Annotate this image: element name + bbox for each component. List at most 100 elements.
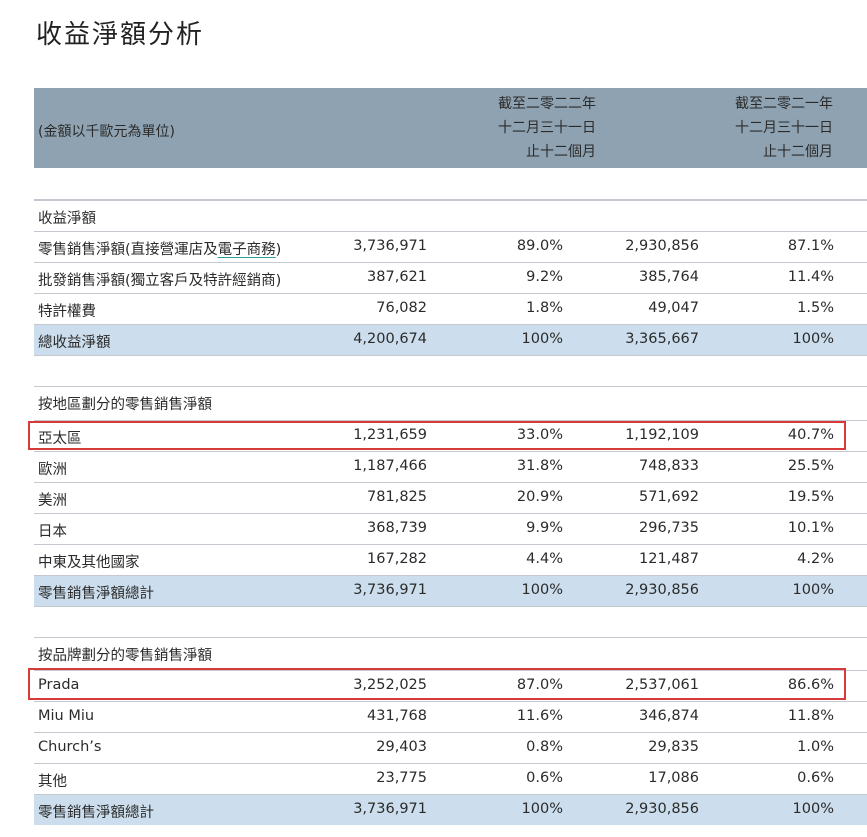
row-label: 中東及其他國家 bbox=[38, 555, 140, 571]
row-label: Church’s bbox=[38, 739, 102, 755]
section-title: 按品牌劃分的零售銷售淨額 bbox=[38, 648, 212, 664]
percent-2022: 33.0% bbox=[516, 427, 563, 443]
table-row: 歐洲 1,187,466 31.8% 748,833 25.5% bbox=[34, 451, 867, 482]
percent-2021: 19.5% bbox=[787, 489, 834, 505]
row-label: 特許權費 bbox=[38, 304, 96, 320]
percent-2022: 4.4% bbox=[526, 551, 563, 567]
table-header: (金額以千歐元為單位) 截至二零二二年 十二月三十一日 止十二個月 截至二零二一… bbox=[34, 88, 867, 168]
value-2022: 431,768 bbox=[367, 708, 427, 724]
value-2022: 29,403 bbox=[376, 739, 427, 755]
percent-2021: 11.8% bbox=[787, 708, 834, 724]
table-row: Prada 3,252,025 87.0% 2,537,061 86.6% bbox=[34, 670, 867, 701]
value-2021: 17,086 bbox=[648, 770, 699, 786]
value-2021: 3,365,667 bbox=[625, 331, 699, 347]
row-label: Prada bbox=[38, 677, 80, 693]
section-title-row: 按地區劃分的零售銷售淨額 bbox=[34, 386, 867, 417]
percent-2021: 11.4% bbox=[787, 269, 834, 285]
percent-2021: 100% bbox=[792, 582, 834, 598]
row-label: 零售銷售淨額總計 bbox=[38, 805, 154, 821]
percent-2021: 10.1% bbox=[787, 520, 834, 536]
percent-2022: 0.6% bbox=[526, 770, 563, 786]
row-label: 其他 bbox=[38, 774, 67, 790]
total-row: 零售銷售淨額總計 3,736,971 100% 2,930,856 100% bbox=[34, 575, 867, 606]
percent-2022: 87.0% bbox=[516, 677, 563, 693]
column-header-2022: 截至二零二二年 十二月三十一日 止十二個月 bbox=[498, 96, 596, 160]
unit-label: (金額以千歐元為單位) bbox=[38, 124, 175, 140]
table-row: 日本 368,739 9.9% 296,735 10.1% bbox=[34, 513, 867, 544]
table-row: Miu Miu 431,768 11.6% 346,874 11.8% bbox=[34, 701, 867, 732]
value-2022: 368,739 bbox=[367, 520, 427, 536]
percent-2022: 9.2% bbox=[526, 269, 563, 285]
percent-2022: 100% bbox=[521, 582, 563, 598]
percent-2022: 1.8% bbox=[526, 300, 563, 316]
total-row: 總收益淨額 4,200,674 100% 3,365,667 100% bbox=[34, 324, 867, 355]
value-2021: 29,835 bbox=[648, 739, 699, 755]
section-title: 按地區劃分的零售銷售淨額 bbox=[38, 397, 212, 413]
page-title: 收益淨額分析 bbox=[36, 20, 205, 50]
percent-2021: 1.0% bbox=[797, 739, 834, 755]
blank-row bbox=[34, 606, 867, 637]
row-label: 歐洲 bbox=[38, 462, 67, 478]
value-2022: 76,082 bbox=[376, 300, 427, 316]
table-row: 亞太區 1,231,659 33.0% 1,192,109 40.7% bbox=[34, 420, 867, 451]
value-2022: 387,621 bbox=[367, 269, 427, 285]
value-2022: 1,231,659 bbox=[353, 427, 427, 443]
value-2021: 2,537,061 bbox=[625, 677, 699, 693]
percent-2022: 100% bbox=[521, 331, 563, 347]
percent-2022: 0.8% bbox=[526, 739, 563, 755]
value-2021: 571,692 bbox=[639, 489, 699, 505]
row-label: 零售銷售淨額總計 bbox=[38, 586, 154, 602]
section-title: 收益淨額 bbox=[38, 211, 96, 227]
value-2021: 49,047 bbox=[648, 300, 699, 316]
percent-2022: 100% bbox=[521, 801, 563, 817]
blank-row bbox=[34, 355, 867, 386]
value-2021: 1,192,109 bbox=[625, 427, 699, 443]
row-label: 日本 bbox=[38, 524, 67, 540]
value-2021: 121,487 bbox=[639, 551, 699, 567]
value-2021: 2,930,856 bbox=[625, 801, 699, 817]
total-row: 零售銷售淨額總計 3,736,971 100% 2,930,856 100% bbox=[34, 794, 867, 825]
row-label: 批發銷售淨額(獨立客戶及特許經銷商) bbox=[38, 273, 282, 289]
table-row: 特許權費 76,082 1.8% 49,047 1.5% bbox=[34, 293, 867, 324]
highlight-box-asia-pacific bbox=[28, 421, 846, 450]
percent-2021: 100% bbox=[792, 801, 834, 817]
row-label: Miu Miu bbox=[38, 708, 95, 724]
percent-2021: 1.5% bbox=[797, 300, 834, 316]
percent-2021: 4.2% bbox=[797, 551, 834, 567]
section-title-row: 收益淨額 bbox=[34, 200, 867, 231]
percent-2021: 87.1% bbox=[787, 238, 834, 254]
table-row: 批發銷售淨額(獨立客戶及特許經銷商) 387,621 9.2% 385,764 … bbox=[34, 262, 867, 293]
table-row: 中東及其他國家 167,282 4.4% 121,487 4.2% bbox=[34, 544, 867, 575]
value-2022: 167,282 bbox=[367, 551, 427, 567]
row-label: 零售銷售淨額(直接營運店及電子商務) bbox=[38, 242, 282, 258]
table-row: Church’s 29,403 0.8% 29,835 1.0% bbox=[34, 732, 867, 763]
percent-2022: 89.0% bbox=[516, 238, 563, 254]
value-2021: 2,930,856 bbox=[625, 582, 699, 598]
value-2022: 3,736,971 bbox=[353, 801, 427, 817]
percent-2022: 31.8% bbox=[516, 458, 563, 474]
table-row: 美洲 781,825 20.9% 571,692 19.5% bbox=[34, 482, 867, 513]
value-2021: 748,833 bbox=[639, 458, 699, 474]
row-label: 美洲 bbox=[38, 493, 67, 509]
row-label: 亞太區 bbox=[38, 431, 82, 447]
row-label: 總收益淨額 bbox=[38, 335, 111, 351]
table-row: 零售銷售淨額(直接營運店及電子商務) 3,736,971 89.0% 2,930… bbox=[34, 231, 867, 262]
percent-2022: 9.9% bbox=[526, 520, 563, 536]
value-2022: 1,187,466 bbox=[353, 458, 427, 474]
value-2021: 346,874 bbox=[639, 708, 699, 724]
percent-2021: 40.7% bbox=[787, 427, 834, 443]
value-2022: 3,252,025 bbox=[353, 677, 427, 693]
highlight-box-prada bbox=[28, 668, 846, 700]
value-2021: 296,735 bbox=[639, 520, 699, 536]
section-title-row: 按品牌劃分的零售銷售淨額 bbox=[34, 637, 867, 668]
value-2022: 23,775 bbox=[376, 770, 427, 786]
ecommerce-link[interactable]: 電子商務 bbox=[217, 242, 276, 258]
table-row: 其他 23,775 0.6% 17,086 0.6% bbox=[34, 763, 867, 794]
value-2021: 2,930,856 bbox=[625, 238, 699, 254]
value-2022: 3,736,971 bbox=[353, 582, 427, 598]
percent-2021: 100% bbox=[792, 331, 834, 347]
column-header-2021: 截至二零二一年 十二月三十一日 止十二個月 bbox=[735, 96, 833, 160]
percent-2021: 86.6% bbox=[787, 677, 834, 693]
percent-2022: 11.6% bbox=[516, 708, 563, 724]
divider bbox=[34, 199, 867, 200]
